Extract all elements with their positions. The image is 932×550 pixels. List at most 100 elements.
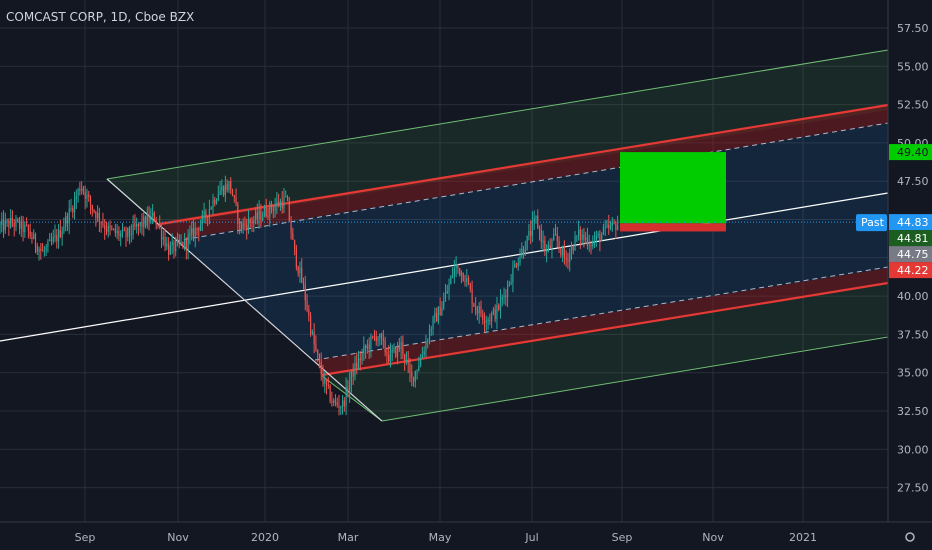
candle-body [450,276,452,284]
candle-body [489,319,491,322]
candle-body [114,228,116,234]
candle-body [49,239,51,242]
candle-body [219,190,221,195]
candle-body [405,359,408,361]
candle-body [24,224,26,233]
price-tag-past: Past [856,214,887,232]
candle-body [77,189,79,197]
candle-body [460,272,463,276]
candle-body [320,362,322,375]
candle-body [210,207,212,209]
candle-body [4,220,6,231]
inner-lower-dashed [314,266,889,361]
candle-body [102,223,104,226]
candle-body [173,241,175,252]
candle-body [36,246,38,252]
candle-body [609,225,612,229]
candle-body [141,221,143,228]
candle-body [278,201,280,207]
candle-body [530,231,532,236]
candle-body [601,234,603,242]
y-tick-label: 37.50 [897,328,929,341]
candle-body [558,241,560,248]
candle-body [519,256,521,263]
candle-body [171,241,173,246]
price-tag: 49.40 [889,144,932,161]
gear-icon[interactable] [905,532,915,542]
candle-body [384,340,386,353]
candle-body [265,207,267,217]
candle-body [63,226,65,232]
candle-body [595,235,597,241]
target-box [620,152,726,224]
candle-body [230,181,232,190]
candle-body [208,208,211,218]
candle-body [420,358,422,366]
candle-body [508,283,510,285]
candle-body [391,350,393,352]
candle-body [569,252,571,262]
lower-red-band [315,268,888,376]
candle-body [597,233,599,236]
y-tick-label: 52.50 [897,99,929,112]
candle-body [444,293,447,301]
candle-body [613,221,615,224]
candle-body [262,216,264,221]
candle-body [75,196,77,200]
median-line [0,192,889,342]
candle-body [586,237,589,246]
candle-body [329,385,331,402]
candle-body [322,374,324,384]
candle-body [79,189,81,191]
candle-body [155,220,157,225]
candle-body [286,196,289,202]
candle-body [341,400,344,407]
candle-body [349,382,351,393]
candle-body [473,303,475,307]
candle-body [159,225,161,228]
candle-body [352,370,354,377]
candle-body [327,385,329,387]
candle-body [407,359,409,364]
candle-body [317,350,319,355]
candle-body [546,250,548,253]
candle-body [301,267,303,283]
candle-body [565,257,567,260]
candle-body [146,215,148,226]
candle-body [510,282,512,284]
candle-body [361,353,363,361]
price-tag-label: 44.81 [897,232,929,245]
candle-body [81,188,83,191]
candle-body [297,266,299,274]
candle-body [137,223,140,226]
candle-body [304,284,306,301]
candle-body [41,250,44,252]
price-tag: 44.81 [889,230,932,247]
candle-body [475,306,477,311]
candle-body [263,207,266,217]
candle-body [404,354,406,361]
candle-body [270,203,273,210]
candle-body [72,208,74,213]
candle-body [366,344,368,349]
candle-body [503,295,505,297]
candle-body [533,218,535,222]
gear-icon-ring [905,532,915,542]
candle-body [537,215,539,229]
candle-body [469,284,471,290]
x-tick-label: Mar [338,531,359,544]
candle-body [52,236,54,242]
candle-body [6,220,8,222]
candle-body [333,400,335,403]
candle-body [40,248,42,251]
candle-body [377,338,379,341]
candle-body [27,225,29,232]
candle-body [29,231,31,237]
candle-body [306,300,308,311]
candle-body [144,216,147,226]
candle-body [396,345,399,357]
candle-body [336,401,338,405]
candle-body [416,370,418,372]
candle-body [343,400,345,407]
